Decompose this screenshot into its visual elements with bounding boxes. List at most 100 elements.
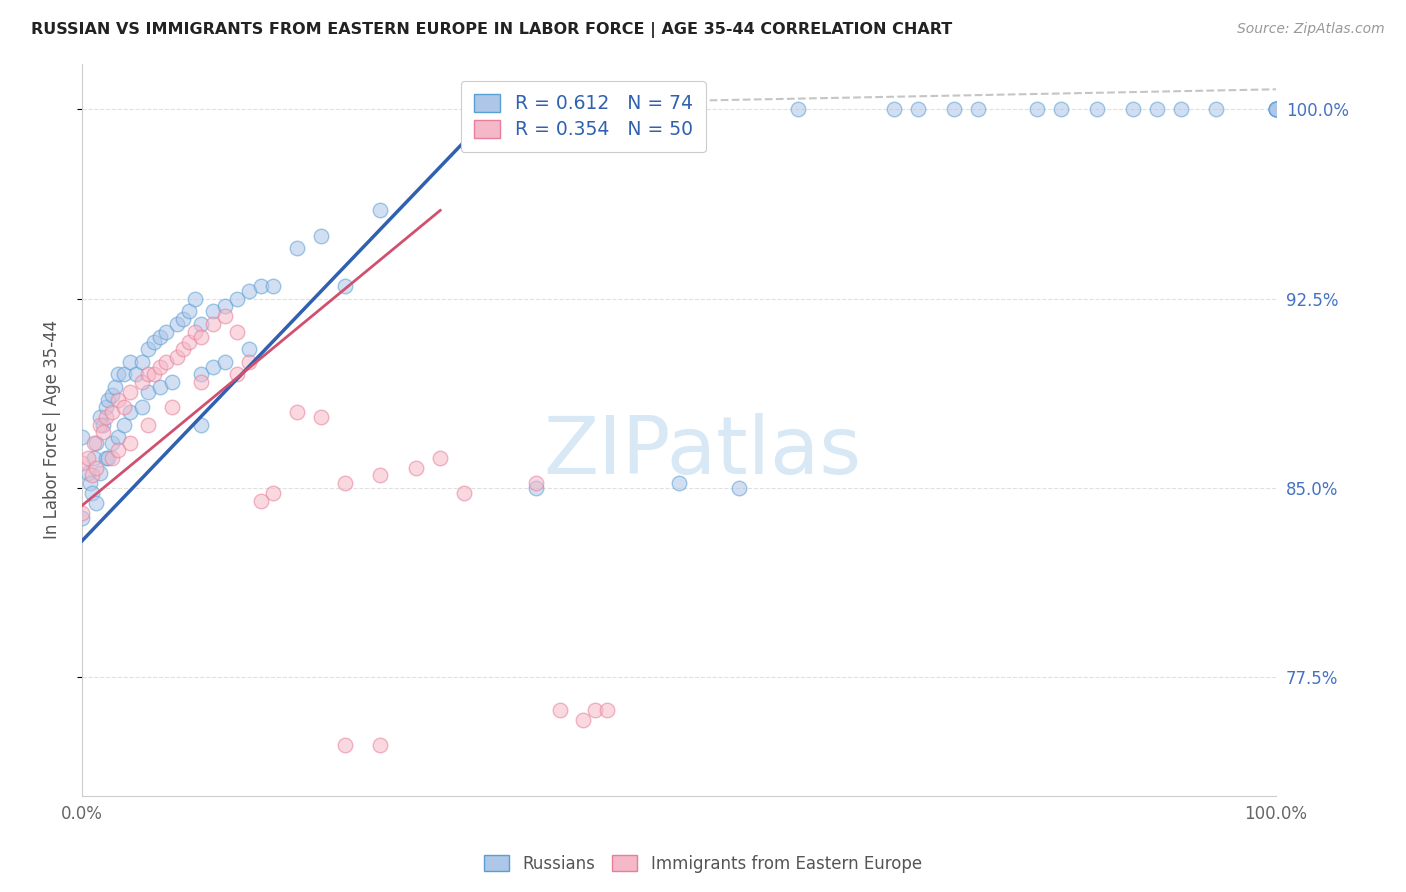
Point bbox=[93, 417, 115, 432]
Point bbox=[166, 350, 188, 364]
Point bbox=[883, 103, 905, 117]
Point bbox=[333, 475, 356, 490]
Point bbox=[238, 355, 260, 369]
Point bbox=[104, 380, 127, 394]
Point bbox=[370, 468, 392, 483]
Point bbox=[107, 392, 129, 407]
Point bbox=[1265, 103, 1288, 117]
Point bbox=[572, 713, 595, 727]
Point bbox=[1265, 103, 1288, 117]
Point bbox=[148, 329, 170, 343]
Point bbox=[1265, 103, 1288, 117]
Point bbox=[131, 401, 153, 415]
Point bbox=[1265, 103, 1288, 117]
Point bbox=[309, 228, 332, 243]
Point bbox=[112, 401, 135, 415]
Point bbox=[333, 739, 356, 753]
Point bbox=[101, 405, 124, 419]
Point bbox=[84, 496, 107, 510]
Point bbox=[226, 368, 249, 382]
Point bbox=[453, 486, 475, 500]
Point bbox=[907, 103, 929, 117]
Point bbox=[155, 355, 177, 369]
Point bbox=[70, 430, 93, 444]
Point bbox=[148, 380, 170, 394]
Point bbox=[1265, 103, 1288, 117]
Point bbox=[112, 368, 135, 382]
Point bbox=[190, 317, 212, 331]
Point bbox=[524, 481, 547, 495]
Point bbox=[172, 342, 194, 356]
Point bbox=[238, 284, 260, 298]
Point bbox=[70, 511, 93, 525]
Point bbox=[202, 304, 225, 318]
Point bbox=[118, 355, 141, 369]
Point bbox=[101, 387, 124, 401]
Point bbox=[214, 310, 236, 324]
Point bbox=[89, 410, 111, 425]
Point bbox=[309, 410, 332, 425]
Point bbox=[250, 493, 273, 508]
Point bbox=[202, 317, 225, 331]
Point bbox=[333, 279, 356, 293]
Point bbox=[107, 368, 129, 382]
Point bbox=[97, 450, 120, 465]
Point bbox=[190, 368, 212, 382]
Point bbox=[125, 368, 148, 382]
Point bbox=[405, 460, 427, 475]
Point bbox=[942, 103, 965, 117]
Point bbox=[77, 466, 100, 480]
Point bbox=[107, 443, 129, 458]
Text: Source: ZipAtlas.com: Source: ZipAtlas.com bbox=[1237, 22, 1385, 37]
Point bbox=[668, 475, 690, 490]
Point bbox=[79, 475, 101, 490]
Point bbox=[80, 468, 103, 483]
Point bbox=[1170, 103, 1192, 117]
Point bbox=[97, 392, 120, 407]
Point bbox=[142, 334, 165, 349]
Point bbox=[94, 450, 117, 465]
Point bbox=[1050, 103, 1073, 117]
Legend: Russians, Immigrants from Eastern Europe: Russians, Immigrants from Eastern Europe bbox=[478, 848, 928, 880]
Point bbox=[179, 334, 201, 349]
Y-axis label: In Labor Force | Age 35-44: In Labor Force | Age 35-44 bbox=[44, 320, 60, 540]
Point bbox=[94, 410, 117, 425]
Point bbox=[285, 405, 308, 419]
Point bbox=[1026, 103, 1049, 117]
Point bbox=[70, 506, 93, 520]
Point bbox=[548, 703, 571, 717]
Point bbox=[202, 359, 225, 374]
Point bbox=[262, 279, 284, 293]
Point bbox=[596, 703, 619, 717]
Point bbox=[131, 355, 153, 369]
Point bbox=[148, 359, 170, 374]
Point bbox=[136, 385, 159, 400]
Point bbox=[83, 450, 105, 465]
Point bbox=[89, 417, 111, 432]
Point bbox=[184, 325, 207, 339]
Point bbox=[118, 435, 141, 450]
Point bbox=[190, 375, 212, 389]
Point bbox=[285, 241, 308, 255]
Point bbox=[1146, 103, 1168, 117]
Point bbox=[160, 375, 183, 389]
Point bbox=[83, 435, 105, 450]
Point bbox=[226, 292, 249, 306]
Point bbox=[583, 703, 606, 717]
Point bbox=[172, 312, 194, 326]
Point bbox=[370, 739, 392, 753]
Point bbox=[1085, 103, 1108, 117]
Text: ZIPatlas: ZIPatlas bbox=[544, 413, 862, 491]
Point bbox=[190, 329, 212, 343]
Point bbox=[262, 486, 284, 500]
Point bbox=[77, 450, 100, 465]
Point bbox=[190, 417, 212, 432]
Point bbox=[101, 450, 124, 465]
Point bbox=[142, 368, 165, 382]
Point bbox=[89, 466, 111, 480]
Point bbox=[524, 475, 547, 490]
Point bbox=[112, 417, 135, 432]
Point bbox=[966, 103, 988, 117]
Point bbox=[787, 103, 810, 117]
Point bbox=[131, 375, 153, 389]
